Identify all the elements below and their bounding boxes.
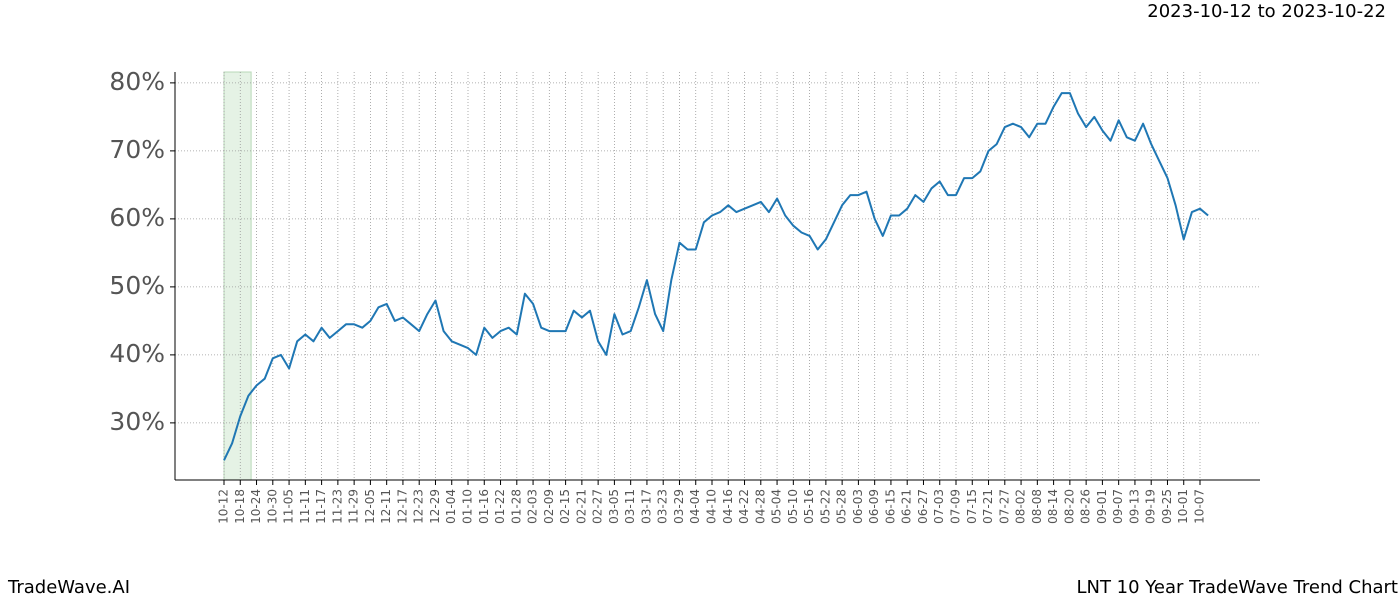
x-tick-label: 01-22: [493, 489, 507, 524]
x-tick-label: 04-22: [737, 489, 751, 524]
y-tick-label: 30%: [109, 407, 165, 436]
x-tick-label: 03-29: [672, 489, 686, 524]
x-tick-label: 02-21: [574, 489, 588, 524]
x-tick-label: 05-10: [786, 489, 800, 524]
x-tick-label: 02-03: [526, 489, 540, 524]
trend-line: [223, 92, 1209, 461]
x-tick-label: 04-16: [721, 489, 735, 524]
x-tick-label: 08-08: [1030, 489, 1044, 524]
x-tick-label: 02-27: [591, 489, 605, 524]
x-tick-label: 08-14: [1046, 489, 1060, 524]
x-tick-label: 05-16: [802, 489, 816, 524]
highlight-band: [223, 71, 252, 481]
x-tick-label: 06-15: [883, 489, 897, 524]
x-tick-label: 01-28: [509, 489, 523, 524]
x-tick-label: 10-07: [1193, 489, 1207, 524]
x-tick-label: 11-05: [282, 489, 296, 524]
x-tick-label: 08-02: [1014, 489, 1028, 524]
chart-title: 2023-10-12 to 2023-10-22: [1147, 1, 1386, 22]
x-tick-label: 03-05: [607, 489, 621, 524]
x-tick-label: 07-21: [981, 489, 995, 524]
x-tick-label: 01-16: [477, 489, 491, 524]
x-tick-label: 09-07: [1111, 489, 1125, 524]
y-tick-label: 80%: [109, 67, 165, 96]
brand: TradeWave.AI: [7, 577, 130, 598]
x-tick-label: 12-05: [363, 489, 377, 524]
x-tick-label: 07-03: [932, 489, 946, 524]
y-tick-label: 40%: [109, 339, 165, 368]
x-tick-label: 12-17: [395, 489, 409, 524]
x-tick-label: 12-29: [428, 489, 442, 524]
y-tick-label: 70%: [109, 135, 165, 164]
x-tick-label: 12-23: [412, 489, 426, 524]
x-tick-label: 10-24: [249, 489, 263, 524]
x-tick-label: 11-17: [314, 489, 328, 524]
x-tick-label: 09-01: [1095, 489, 1109, 524]
x-tick-label: 01-04: [444, 489, 458, 524]
x-tick-label: 08-26: [1079, 489, 1093, 524]
x-tick-label: 07-09: [949, 489, 963, 524]
x-tick-label: 06-27: [916, 489, 930, 524]
caption: LNT 10 Year TradeWave Trend Chart: [1076, 577, 1398, 598]
x-tick-label: 03-17: [639, 489, 653, 524]
x-tick-label: 04-10: [705, 489, 719, 524]
x-tick-label: 07-15: [965, 489, 979, 524]
x-tick-label: 04-04: [688, 489, 702, 524]
x-tick-label: 02-15: [558, 489, 572, 524]
x-tick-label: 05-28: [835, 489, 849, 524]
x-tick-label: 10-18: [233, 489, 247, 524]
x-tick-label: 07-27: [997, 489, 1011, 524]
y-tick-label: 50%: [109, 271, 165, 300]
x-tick-label: 09-25: [1160, 489, 1174, 524]
y-tick-label: 60%: [109, 203, 165, 232]
x-tick-label: 11-11: [298, 489, 312, 524]
x-tick-label: 09-19: [1144, 489, 1158, 524]
x-tick-label: 10-01: [1176, 489, 1190, 524]
x-tick-label: 11-29: [347, 489, 361, 524]
x-tick-label: 01-10: [461, 489, 475, 524]
x-tick-label: 04-28: [753, 489, 767, 524]
x-tick-label: 05-04: [770, 489, 784, 524]
x-tick-label: 10-30: [265, 489, 279, 524]
x-tick-label: 12-11: [379, 489, 393, 524]
x-tick-label: 03-11: [623, 489, 637, 524]
x-tick-label: 10-12: [217, 489, 231, 524]
x-tick-label: 11-23: [330, 489, 344, 524]
x-tick-label: 06-09: [867, 489, 881, 524]
x-tick-label: 08-20: [1062, 489, 1076, 524]
x-tick-label: 06-21: [900, 489, 914, 524]
x-tick-label: 06-03: [851, 489, 865, 524]
x-tick-label: 03-23: [656, 489, 670, 524]
x-tick-label: 09-13: [1127, 489, 1141, 524]
x-tick-label: 05-22: [818, 489, 832, 524]
x-tick-label: 02-09: [542, 489, 556, 524]
